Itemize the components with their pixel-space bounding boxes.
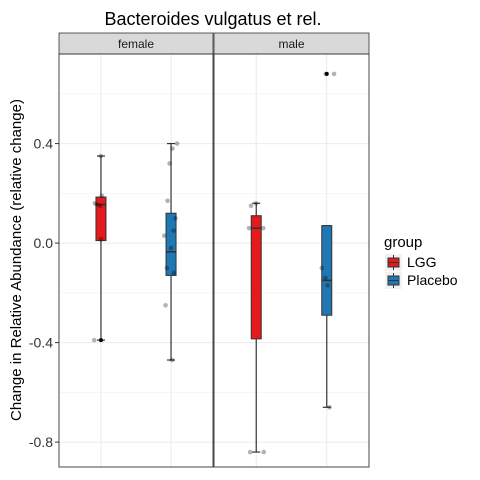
facet-panels: female male	[59, 33, 369, 467]
y-tick-label: 0.4	[34, 136, 54, 152]
strip-label-female: female	[118, 37, 154, 51]
data-point	[171, 271, 176, 276]
legend-title: group	[384, 234, 422, 251]
data-point	[163, 303, 168, 308]
y-axis-title: Change in Relative Abundance (relative c…	[8, 99, 25, 421]
data-point	[261, 450, 266, 455]
data-point	[247, 226, 252, 231]
data-point	[249, 203, 254, 208]
legend-label-lgg: LGG	[407, 254, 437, 270]
data-point	[167, 161, 172, 166]
data-point	[100, 194, 105, 199]
data-point	[170, 146, 175, 151]
data-point	[175, 141, 180, 146]
data-point	[99, 237, 104, 242]
data-point	[170, 358, 175, 363]
y-tick-label: -0.4	[29, 335, 53, 351]
legend-label-placebo: Placebo	[407, 272, 458, 288]
legend-entry-placebo: Placebo	[385, 272, 458, 289]
data-point	[261, 226, 266, 231]
legend: group LGG Placebo	[384, 234, 458, 289]
data-point	[332, 72, 337, 77]
data-point	[324, 72, 329, 77]
data-point	[165, 198, 170, 203]
data-point	[323, 276, 328, 281]
data-point	[254, 201, 259, 206]
data-point	[171, 228, 176, 233]
data-point	[162, 233, 167, 238]
panel-background	[59, 54, 213, 467]
data-point	[248, 450, 253, 455]
data-point	[173, 216, 178, 221]
data-point	[99, 154, 104, 159]
data-point	[319, 266, 324, 271]
facet-panel-male: male	[214, 33, 369, 467]
data-point	[164, 266, 169, 271]
legend-entry-lgg: LGG	[385, 254, 437, 271]
chart-title: Bacteroides vulgatus et rel.	[104, 9, 321, 29]
data-point	[92, 338, 97, 343]
y-axis: -0.8 -0.4 0.0 0.4	[29, 136, 59, 451]
y-tick-label: -0.8	[29, 434, 53, 450]
strip-label-male: male	[278, 37, 304, 51]
outlier-point	[99, 338, 103, 342]
data-point	[98, 203, 103, 208]
box-body	[251, 216, 261, 339]
data-point	[169, 246, 174, 251]
y-tick-label: 0.0	[34, 235, 54, 251]
facet-panel-female: female	[59, 33, 213, 467]
box-body	[322, 226, 332, 316]
data-point	[327, 405, 332, 410]
data-point	[325, 283, 330, 288]
panel-background	[214, 54, 369, 467]
